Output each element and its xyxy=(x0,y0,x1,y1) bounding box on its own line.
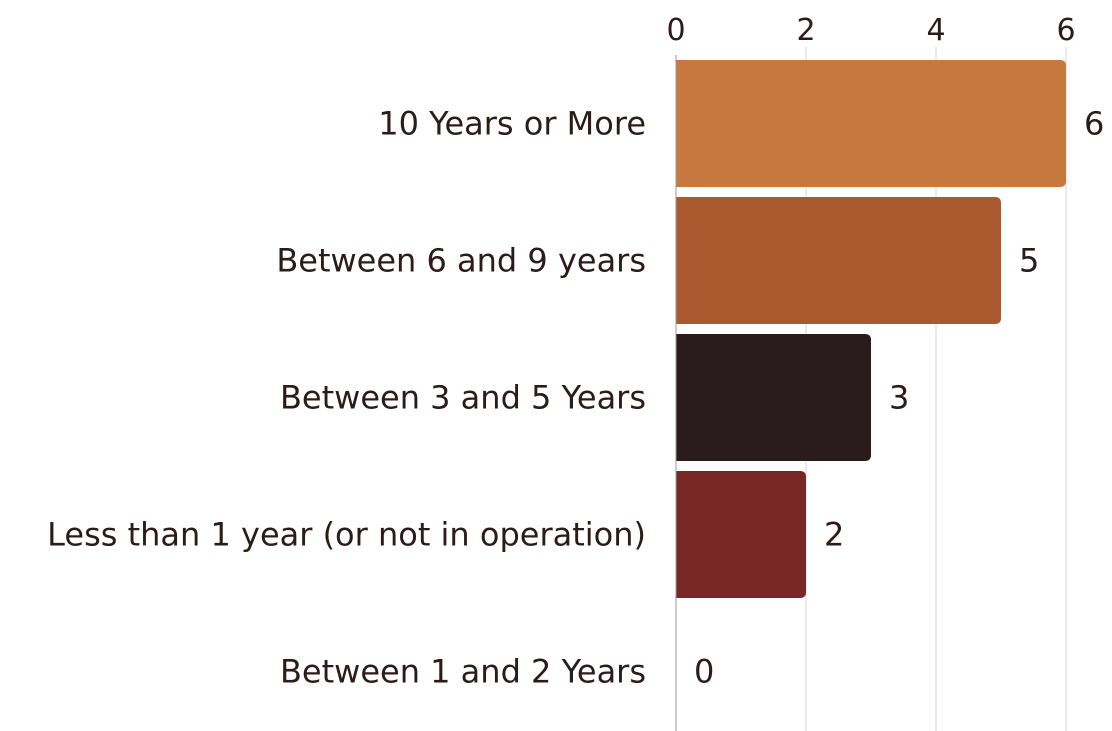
bars xyxy=(676,60,1066,598)
bar-10-years-or-more xyxy=(676,60,1066,187)
category-label: Less than 1 year (or not in operation) xyxy=(47,516,646,554)
data-label: 2 xyxy=(824,516,844,554)
data-label: 5 xyxy=(1019,242,1039,280)
x-tick-label: 4 xyxy=(926,13,945,48)
bar-less-than-1-year-or-not-in-operation xyxy=(676,471,806,598)
labels: 0 2 4 6 10 Years or More 6 Between 6 and 9 yea… xyxy=(47,13,1104,691)
x-tick-label: 6 xyxy=(1056,13,1075,48)
data-label: 6 xyxy=(1084,105,1104,143)
category-label: Between 1 and 2 Years xyxy=(280,653,646,691)
category-label: Between 3 and 5 Years xyxy=(280,379,646,417)
bar-between-3-and-5-years xyxy=(676,334,871,461)
bar-between-6-and-9-years xyxy=(676,197,1001,324)
x-tick-label: 0 xyxy=(666,13,685,48)
category-label: Between 6 and 9 years xyxy=(276,242,646,280)
data-label: 3 xyxy=(889,379,909,417)
data-label: 0 xyxy=(694,653,714,691)
x-tick-label: 2 xyxy=(796,13,815,48)
category-label: 10 Years or More xyxy=(378,105,646,143)
